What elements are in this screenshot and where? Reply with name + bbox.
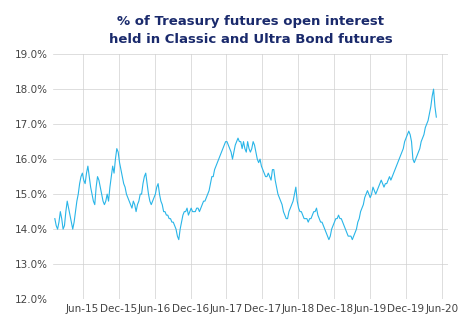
Title: % of Treasury futures open interest
held in Classic and Ultra Bond futures: % of Treasury futures open interest held…	[109, 15, 392, 46]
